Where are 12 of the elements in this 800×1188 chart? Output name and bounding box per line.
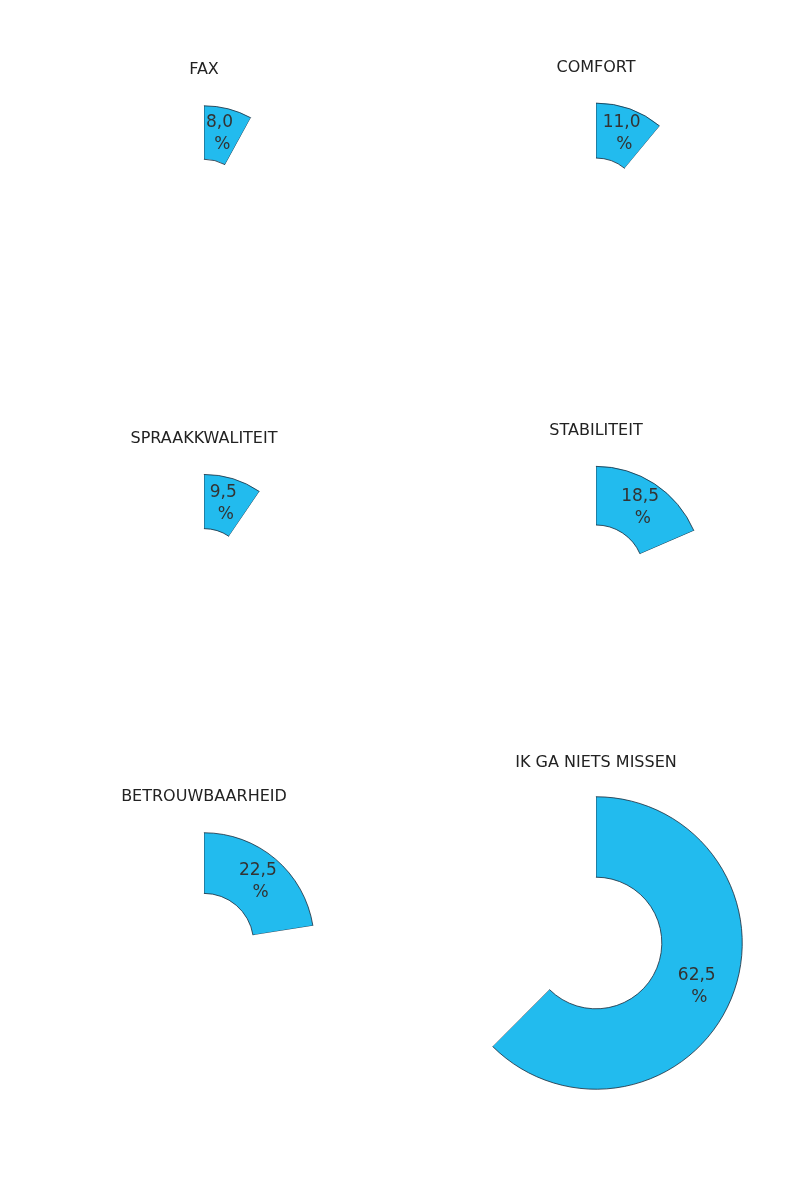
data-label: 8,0 % (206, 110, 239, 153)
data-label: 18,5 % (621, 484, 660, 527)
chart-title: FAX (189, 59, 219, 79)
data-label: 9,5 % (209, 480, 243, 523)
chart-title: SPRAAKKWALITEIT (130, 427, 278, 447)
data-label: 11,0 % (602, 111, 641, 154)
data-label: 22,5 % (238, 858, 277, 901)
data-label: 62,5 % (677, 963, 716, 1006)
chart-title: IK GA NIETS MISSEN (515, 751, 677, 771)
chart-title: COMFORT (556, 56, 636, 76)
chart-title: BETROUWBAARHEID (121, 786, 287, 806)
chart-title: STABILITEIT (549, 419, 643, 439)
